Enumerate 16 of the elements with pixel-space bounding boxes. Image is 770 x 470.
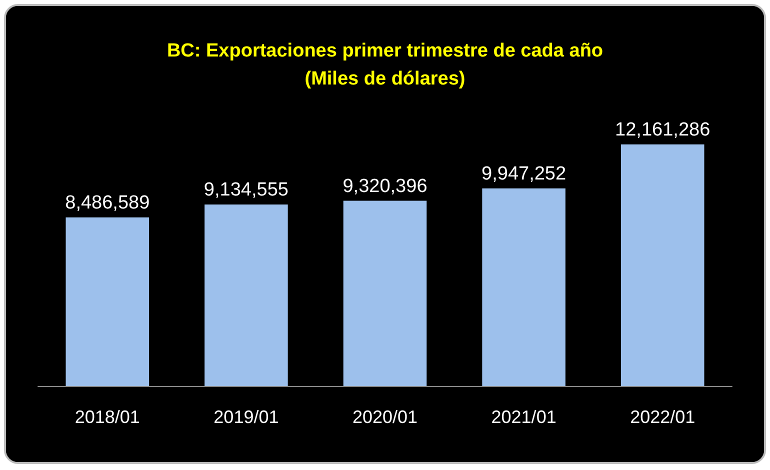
x-tick-label: 2020/01: [352, 407, 418, 427]
bar: [620, 144, 704, 386]
data-label: 9,320,396: [342, 176, 428, 197]
bar: [204, 204, 288, 386]
data-label: 12,161,286: [615, 119, 710, 140]
bar: [343, 200, 427, 386]
data-label: 9,947,252: [482, 163, 566, 184]
data-label: 8,486,589: [65, 192, 150, 214]
x-tick-label: 2021/01: [491, 407, 556, 427]
x-tick-label: 2022/01: [630, 407, 696, 427]
x-tick-label: 2018/01: [74, 407, 140, 427]
bar: [482, 188, 566, 386]
data-label: 9,134,555: [204, 179, 288, 200]
x-tick-label: 2019/01: [214, 407, 279, 427]
chart-title: BC: Exportaciones primer trimestre de cada año (Miles de dólares): [166, 40, 604, 90]
bar: [66, 217, 150, 386]
